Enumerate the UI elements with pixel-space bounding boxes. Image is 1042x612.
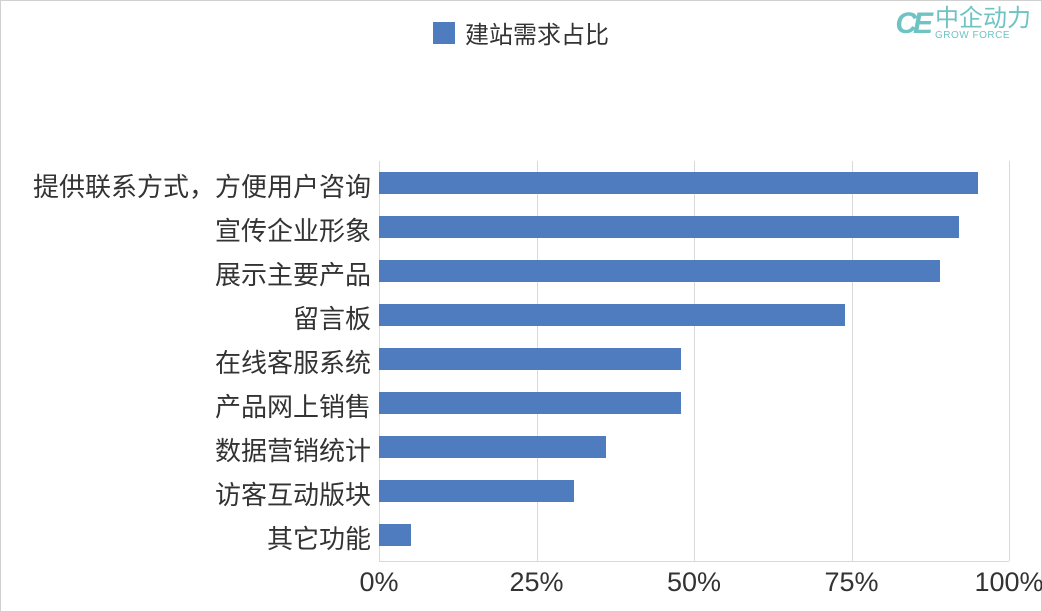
brand-name-cn: 中企动力 (935, 7, 1031, 31)
bar (379, 304, 845, 326)
y-axis-label: 宣传企业形象 (1, 211, 371, 248)
bar-row (379, 469, 574, 513)
bar (379, 260, 940, 282)
bar (379, 436, 606, 458)
brand-name-en: GROW FORCE (935, 31, 1031, 41)
y-axis-label: 产品网上销售 (1, 387, 371, 424)
grid-line (1009, 161, 1010, 561)
bar (379, 348, 681, 370)
chart-plot (379, 161, 1009, 561)
legend-label: 建站需求占比 (465, 15, 609, 50)
x-tick-label: 0% (359, 567, 398, 598)
chart-legend: 建站需求占比 (433, 15, 609, 50)
y-axis-label: 其它功能 (1, 519, 371, 556)
bar-row (379, 337, 681, 381)
x-tick-label: 25% (509, 567, 563, 598)
y-axis-label: 数据营销统计 (1, 431, 371, 468)
bar-row (379, 425, 606, 469)
brand-logo: CE 中企动力 GROW FORCE (895, 7, 1031, 41)
bar-row (379, 249, 940, 293)
y-axis-label: 留言板 (1, 299, 371, 336)
y-axis-label: 展示主要产品 (1, 255, 371, 292)
x-tick-label: 50% (667, 567, 721, 598)
bar (379, 392, 681, 414)
bar-row (379, 513, 411, 557)
bar-row (379, 293, 845, 337)
bar-row (379, 161, 978, 205)
chart-area: 0% 25% 50% 75% 100% 提供联系方式，方便用户咨询宣传企业形象展示主要产… (1, 161, 1041, 596)
brand-mark: CE (895, 7, 929, 41)
bar (379, 216, 959, 238)
x-tick-label: 75% (824, 567, 878, 598)
bar (379, 172, 978, 194)
x-axis: 0%25%50%75%100% (379, 567, 1009, 607)
x-tick-label: 100% (974, 567, 1042, 598)
x-axis-line (379, 561, 1009, 562)
bar (379, 480, 574, 502)
y-axis-label: 访客互动版块 (1, 475, 371, 512)
bar-row (379, 381, 681, 425)
bar (379, 524, 411, 546)
y-axis-label: 提供联系方式，方便用户咨询 (1, 167, 371, 204)
legend-swatch (433, 22, 455, 44)
bar-row (379, 205, 959, 249)
y-axis-label: 在线客服系统 (1, 343, 371, 380)
